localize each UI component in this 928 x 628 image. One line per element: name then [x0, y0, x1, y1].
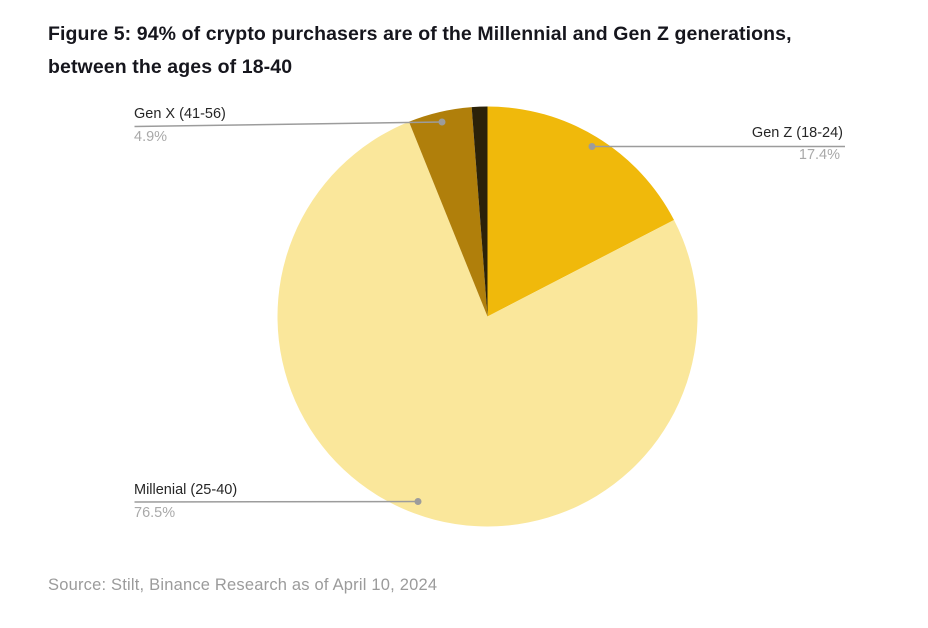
slice-label-millennial: Millenial (25-40): [134, 482, 238, 498]
pie-slice-gen-x: [408, 107, 488, 317]
slice-pct-gen-x: 4.9%: [134, 129, 168, 145]
slice-label-gen-z: Gen Z (18-24): [751, 125, 843, 141]
source-note: Source: Stilt, Binance Research as of Ap…: [48, 576, 438, 594]
pie-slice-other: [471, 106, 488, 317]
callout-line-millennial: [134, 500, 419, 503]
callout-dot-millennial: [414, 498, 422, 505]
callout-line-gen-x: [134, 121, 443, 128]
slice-pct-gen-z: 17.4%: [798, 147, 840, 163]
figure-title: Figure 5: 94% of crypto purchasers are o…: [48, 18, 792, 84]
figure-title-line1: Figure 5: 94% of crypto purchasers are o…: [48, 23, 792, 45]
pie-slice-gen-z: [487, 106, 675, 317]
slice-pct-millennial: 76.5%: [134, 505, 176, 521]
slice-label-gen-x: Gen X (41-56): [134, 106, 226, 122]
callout-dot-gen-z: [588, 143, 596, 150]
callout-dot-gen-x: [438, 118, 446, 126]
figure-title-line2: between the ages of 18-40: [48, 56, 293, 78]
pie-slice-millennial: [277, 121, 698, 527]
